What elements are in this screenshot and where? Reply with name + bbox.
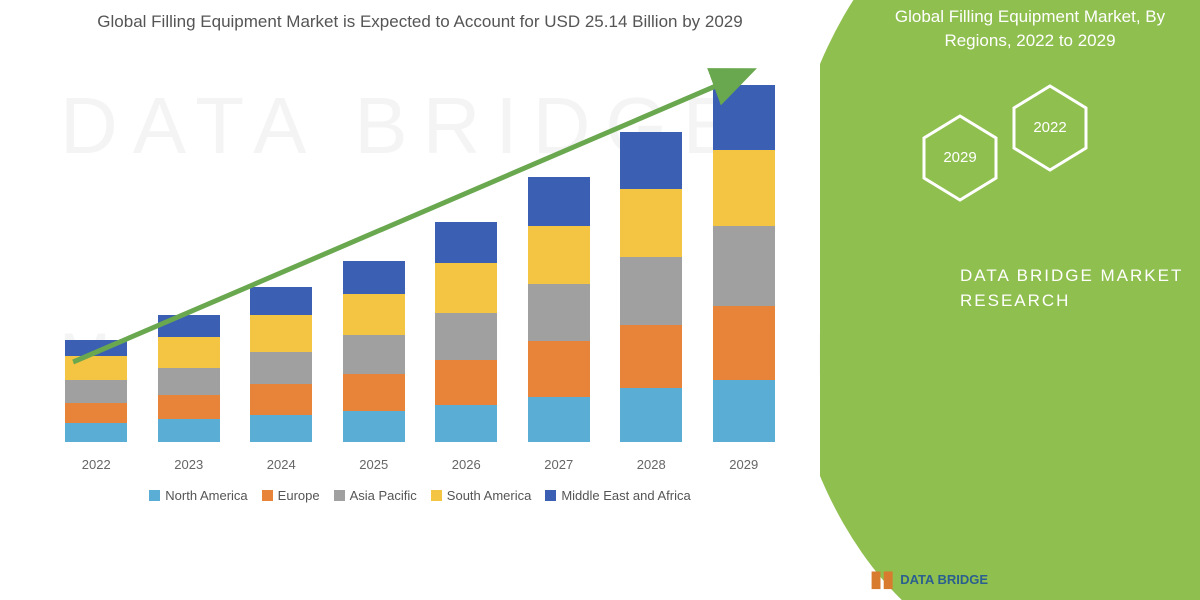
bar-segment (620, 257, 682, 325)
legend-label: North America (165, 488, 247, 503)
bar-segment (343, 294, 405, 335)
x-axis-label: 2022 (65, 457, 127, 472)
bar-segment (528, 341, 590, 396)
hex-label-start: 2022 (1033, 119, 1066, 136)
legend-item: Middle East and Africa (545, 488, 690, 503)
bar-segment (713, 380, 775, 442)
legend-swatch-icon (262, 490, 273, 501)
hex-year-end: 2029 (920, 113, 1000, 203)
bar-segment (158, 315, 220, 338)
x-axis-label: 2029 (713, 457, 775, 472)
bar-segment (528, 284, 590, 341)
bar-segment (620, 132, 682, 189)
hex-label-end: 2029 (943, 149, 976, 166)
legend-swatch-icon (334, 490, 345, 501)
bar-segment (65, 340, 127, 355)
legend-swatch-icon (149, 490, 160, 501)
bar-segment (713, 85, 775, 151)
bar-column (620, 132, 682, 442)
bar-segment (620, 189, 682, 257)
x-axis-label: 2027 (528, 457, 590, 472)
bar-column (713, 85, 775, 442)
bar-segment (343, 335, 405, 374)
bar-segment (65, 356, 127, 381)
legend-label: Asia Pacific (350, 488, 417, 503)
bar-segment (435, 263, 497, 312)
chart-area: 2022 2023 2024 2025 2026 2027 2028 2029 (40, 42, 800, 482)
bar-segment (435, 313, 497, 360)
bar-segment (250, 315, 312, 352)
chart-legend: North America Europe Asia Pacific South Ame… (40, 488, 800, 503)
hex-badges: 2029 2022 (920, 83, 1200, 203)
bar-segment (343, 411, 405, 442)
bar-segment (435, 360, 497, 405)
bar-column (65, 340, 127, 442)
bar-segment (250, 415, 312, 442)
legend-label: South America (447, 488, 532, 503)
x-axis-label: 2025 (343, 457, 405, 472)
bar-segment (528, 177, 590, 226)
footer-logo: ▮▮ DATA BRIDGE (870, 566, 988, 592)
footer-logo-text: DATA BRIDGE (900, 572, 988, 587)
legend-item: South America (431, 488, 532, 503)
x-axis-labels: 2022 2023 2024 2025 2026 2027 2028 2029 (50, 457, 790, 472)
bar-segment (528, 397, 590, 442)
bar-segment (435, 405, 497, 442)
x-axis-label: 2024 (250, 457, 312, 472)
bar-column (528, 177, 590, 442)
bar-segment (158, 419, 220, 442)
bar-segment (713, 306, 775, 380)
bar-column (343, 261, 405, 442)
bar-segment (65, 403, 127, 424)
bar-plot (50, 52, 790, 442)
bar-segment (158, 337, 220, 368)
bar-segment (250, 352, 312, 385)
bar-segment (158, 368, 220, 395)
brand-text: DATA BRIDGE MARKET RESEARCH (960, 263, 1200, 314)
bar-segment (435, 222, 497, 263)
brand-line1: DATA BRIDGE MARKET (960, 266, 1183, 285)
bar-column (158, 315, 220, 442)
legend-label: Europe (278, 488, 320, 503)
side-panel: Global Filling Equipment Market, By Regi… (820, 0, 1200, 600)
bar-segment (65, 380, 127, 403)
legend-item: Asia Pacific (334, 488, 417, 503)
bar-column (250, 287, 312, 442)
bar-segment (343, 374, 405, 411)
bar-segment (713, 226, 775, 306)
x-axis-label: 2026 (435, 457, 497, 472)
bar-segment (158, 395, 220, 420)
hex-year-start: 2022 (1010, 83, 1090, 173)
logo-mark-icon: ▮▮ (870, 566, 894, 592)
brand-line2: RESEARCH (960, 291, 1070, 310)
x-axis-label: 2023 (158, 457, 220, 472)
bar-segment (250, 287, 312, 315)
bar-segment (620, 388, 682, 441)
bar-segment (343, 261, 405, 294)
chart-panel: Global Filling Equipment Market is Expec… (0, 0, 820, 600)
legend-swatch-icon (545, 490, 556, 501)
bar-segment (65, 423, 127, 441)
legend-item: Europe (262, 488, 320, 503)
legend-item: North America (149, 488, 247, 503)
x-axis-label: 2028 (620, 457, 682, 472)
bar-column (435, 222, 497, 442)
bar-segment (713, 150, 775, 226)
bar-segment (620, 325, 682, 389)
bar-segment (528, 226, 590, 283)
bar-segment (250, 384, 312, 415)
legend-label: Middle East and Africa (561, 488, 690, 503)
chart-title: Global Filling Equipment Market is Expec… (40, 10, 800, 34)
side-title: Global Filling Equipment Market, By Regi… (820, 0, 1200, 53)
legend-swatch-icon (431, 490, 442, 501)
